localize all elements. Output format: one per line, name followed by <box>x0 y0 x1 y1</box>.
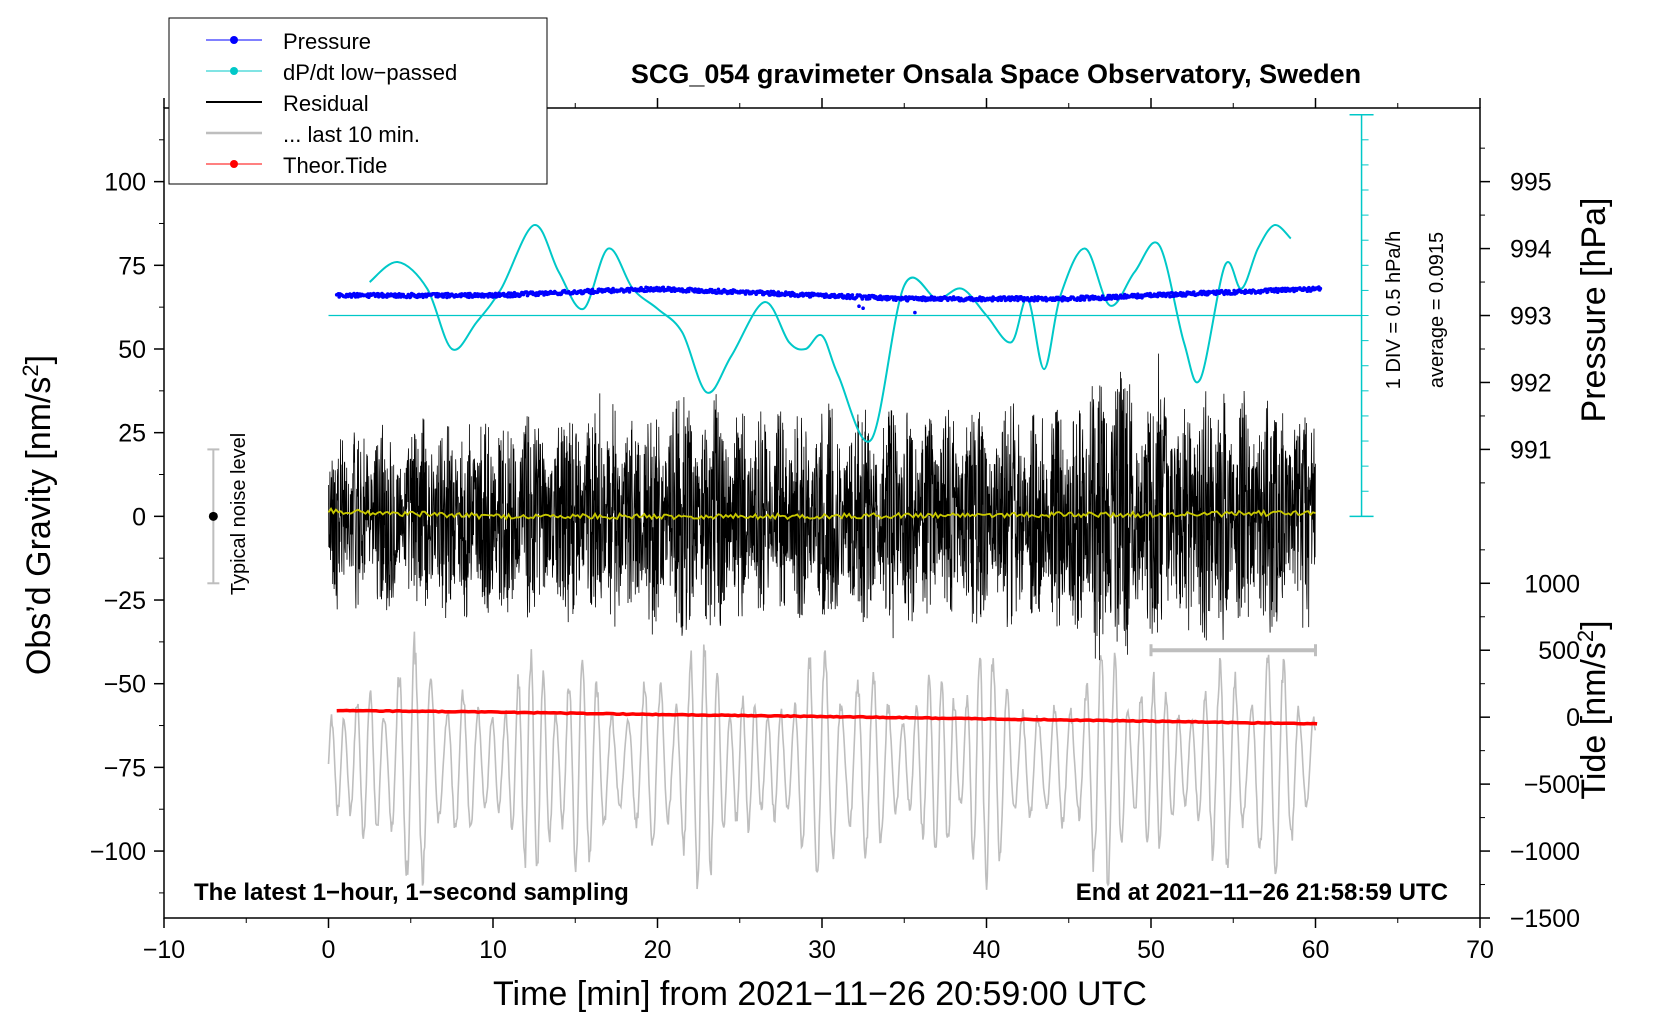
y-tick-label: −75 <box>104 754 146 782</box>
x-tick-label: 10 <box>479 936 507 964</box>
chart-title: SCG_054 gravimeter Onsala Space Observat… <box>631 59 1361 89</box>
pressure-point <box>639 285 643 290</box>
legend-label-residual: Residual <box>283 91 369 116</box>
pressure-point <box>920 298 925 303</box>
x-tick-label: 70 <box>1466 936 1494 964</box>
y-tick-label: 50 <box>118 336 146 364</box>
x-tick-label: 20 <box>644 936 672 964</box>
x-tick-label: 0 <box>322 936 336 964</box>
tide-tick-label: −1500 <box>1510 905 1580 933</box>
pressure-point <box>1318 286 1323 291</box>
pressure-point <box>913 310 917 315</box>
x-tick-label: 60 <box>1302 936 1330 964</box>
pressure-tick-label: 992 <box>1510 369 1552 397</box>
x-tick-label: 40 <box>973 936 1001 964</box>
x-tick-label: −10 <box>143 936 185 964</box>
y-axis-label-gravity-sup: 2 <box>18 364 43 376</box>
pressure-point <box>1136 292 1140 297</box>
y-tick-label: 75 <box>118 252 146 280</box>
pressure-point <box>627 290 632 294</box>
scale-annotation-2: average = 0.0915 <box>1426 232 1448 388</box>
axes-layer: −10 0 10 20 30 40 50 60 701007550250−25−50−75−10… <box>90 98 1580 964</box>
pressure-point <box>861 306 865 311</box>
x-tick-label: 30 <box>808 936 836 964</box>
pressure-tick-label: 993 <box>1510 303 1552 331</box>
pressure-point <box>860 297 865 301</box>
scale-annotation-1: 1 DIV = 0.5 hPa/h <box>1383 231 1405 389</box>
tide-tick-label: 0 <box>1566 704 1580 732</box>
last10-series-line <box>327 631 1317 890</box>
tide-series-line <box>336 708 1318 726</box>
legend-marker-pressure <box>230 36 238 44</box>
residual-series-line <box>328 353 1316 661</box>
pressure-point <box>441 295 446 299</box>
pressure-point <box>579 289 583 293</box>
y-axis-label-tide-main: Tide [nm/s <box>1575 642 1613 799</box>
pressure-point <box>590 287 595 292</box>
annotation-bottom-left: The latest 1−hour, 1−second sampling <box>194 879 629 906</box>
pressure-point <box>1227 289 1231 293</box>
pressure-point <box>850 293 855 297</box>
y-axis-label-gravity: Obs’d Gravity [nm/s2] <box>18 355 58 675</box>
noise-level-dot <box>208 511 218 521</box>
pressure-point <box>743 292 748 296</box>
residual-mean-line <box>327 506 1316 521</box>
legend-marker-tide <box>230 160 238 168</box>
y-tick-label: 100 <box>104 169 146 197</box>
x-tick-label: 50 <box>1137 936 1165 964</box>
pressure-tick-label: 991 <box>1510 436 1552 464</box>
x-axis-label: Time [min] from 2021−11−26 20:59:00 UTC <box>493 975 1147 1013</box>
y-axis-label-tide: Tide [nm/s2] <box>1573 620 1613 799</box>
tide-tick-label: −1000 <box>1510 838 1580 866</box>
y-tick-label: 25 <box>118 420 146 448</box>
pressure-point <box>1225 292 1230 296</box>
legend-label-last10: ... last 10 min. <box>283 122 420 147</box>
tide-tick-label: 1000 <box>1524 570 1580 598</box>
data-layer <box>207 113 1374 890</box>
pressure-point <box>857 304 861 309</box>
pressure-point <box>486 295 490 299</box>
y-tick-label: −100 <box>90 838 146 866</box>
pressure-point <box>337 295 342 299</box>
legend: Pressure dP/dt low−passed Residual ... l… <box>168 17 548 185</box>
y-axis-label-pressure: Pressure [hPa] <box>1575 198 1613 423</box>
y-axis-label-tide-end: ] <box>1575 620 1613 629</box>
noise-level-label: Typical noise level <box>228 433 250 595</box>
y-axis-label-gravity-main: Obs’d Gravity [nm/s <box>20 377 58 676</box>
y-tick-label: −25 <box>104 587 146 615</box>
y-tick-label: 0 <box>132 503 146 531</box>
legend-label-tide: Theor.Tide <box>283 153 387 178</box>
legend-label-dpdt: dP/dt low−passed <box>283 60 457 85</box>
legend-marker-dpdt <box>230 67 238 75</box>
pressure-point <box>904 295 908 299</box>
legend-label-pressure: Pressure <box>283 29 371 54</box>
y-axis-label-tide-sup: 2 <box>1573 630 1598 642</box>
pressure-point <box>730 291 735 296</box>
pressure-point <box>1192 290 1196 294</box>
pressure-tick-label: 995 <box>1510 169 1552 197</box>
annotation-bottom-right: End at 2021−11−26 21:58:59 UTC <box>1076 879 1448 906</box>
pressure-point <box>687 289 691 294</box>
y-axis-label-gravity-end: ] <box>20 355 58 364</box>
tide-tick-label: 500 <box>1538 637 1580 665</box>
y-tick-label: −50 <box>104 671 146 699</box>
pressure-point <box>979 298 984 303</box>
dpdt-series-line <box>368 224 1292 443</box>
pressure-tick-label: 994 <box>1510 236 1552 264</box>
tide-tick-label: −500 <box>1524 771 1580 799</box>
